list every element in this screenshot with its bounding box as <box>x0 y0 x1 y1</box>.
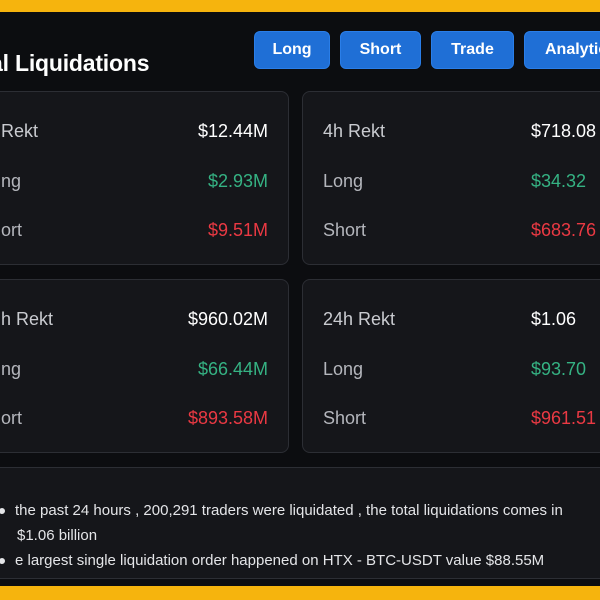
total-row: 24h Rekt $1.06 <box>323 309 600 333</box>
short-label: ort <box>1 408 23 428</box>
long-button[interactable]: Long <box>254 31 330 69</box>
summary-line-continued: $1.06 billion <box>17 527 98 544</box>
short-button[interactable]: Short <box>340 31 421 69</box>
total-value: $1.06 <box>531 309 577 329</box>
short-label: Short <box>323 408 367 428</box>
long-row: Long $34.32 <box>323 171 600 195</box>
bullet-icon <box>0 558 5 565</box>
long-row: ng $2.93M <box>1 171 268 195</box>
short-row: ort $893.58M <box>1 408 268 432</box>
long-label: ng <box>1 171 22 191</box>
liquidations-panel: al Liquidations Long Short Trade Analyti… <box>0 12 600 586</box>
short-value: $683.76 <box>531 220 597 240</box>
card-title: h Rekt <box>1 309 54 329</box>
short-label: Short <box>323 220 367 240</box>
total-value: $960.02M <box>187 309 268 329</box>
long-value: $66.44M <box>197 359 268 379</box>
total-row: h Rekt $960.02M <box>1 309 268 333</box>
long-label: ng <box>1 359 22 379</box>
long-label: Long <box>323 171 364 191</box>
summary-text: e largest single liquidation order happe… <box>15 552 545 569</box>
bullet-icon <box>0 508 5 515</box>
short-value: $961.51 <box>531 408 597 428</box>
page-title: al Liquidations <box>0 50 150 76</box>
rekt-card-12h: h Rekt $960.02M ng $66.44M ort $893.58M <box>0 279 289 453</box>
short-value: $893.58M <box>187 408 268 428</box>
long-value: $2.93M <box>207 171 268 191</box>
long-row: ng $66.44M <box>1 359 268 383</box>
total-value: $718.08 <box>531 121 597 141</box>
card-title: 24h Rekt <box>323 309 396 329</box>
long-value: $34.32 <box>531 171 587 191</box>
rekt-card-4h: 4h Rekt $718.08 Long $34.32 Short $683.7… <box>302 91 600 265</box>
card-title: 4h Rekt <box>323 121 386 141</box>
liquidation-summary: the past 24 hours , 200,291 traders were… <box>0 467 600 579</box>
total-value: $12.44M <box>197 121 268 141</box>
trade-button[interactable]: Trade <box>431 31 514 69</box>
rekt-card-24h: 24h Rekt $1.06 Long $93.70 Short $961.51 <box>302 279 600 453</box>
short-label: ort <box>1 220 23 240</box>
long-label: Long <box>323 359 364 379</box>
short-row: Short $961.51 <box>323 408 600 432</box>
long-row: Long $93.70 <box>323 359 600 383</box>
analytics-button[interactable]: Analytic <box>524 31 600 69</box>
summary-line: e largest single liquidation order happe… <box>0 552 544 569</box>
card-title: Rekt <box>1 121 39 141</box>
short-value: $9.51M <box>207 220 268 240</box>
summary-text: the past 24 hours , 200,291 traders were… <box>15 502 563 519</box>
short-row: Short $683.76 <box>323 220 600 244</box>
total-row: 4h Rekt $718.08 <box>323 121 600 145</box>
total-row: Rekt $12.44M <box>1 121 268 145</box>
long-value: $93.70 <box>531 359 587 379</box>
short-row: ort $9.51M <box>1 220 268 244</box>
rekt-card-1h: Rekt $12.44M ng $2.93M ort $9.51M <box>0 91 289 265</box>
summary-line: the past 24 hours , 200,291 traders were… <box>0 502 563 519</box>
